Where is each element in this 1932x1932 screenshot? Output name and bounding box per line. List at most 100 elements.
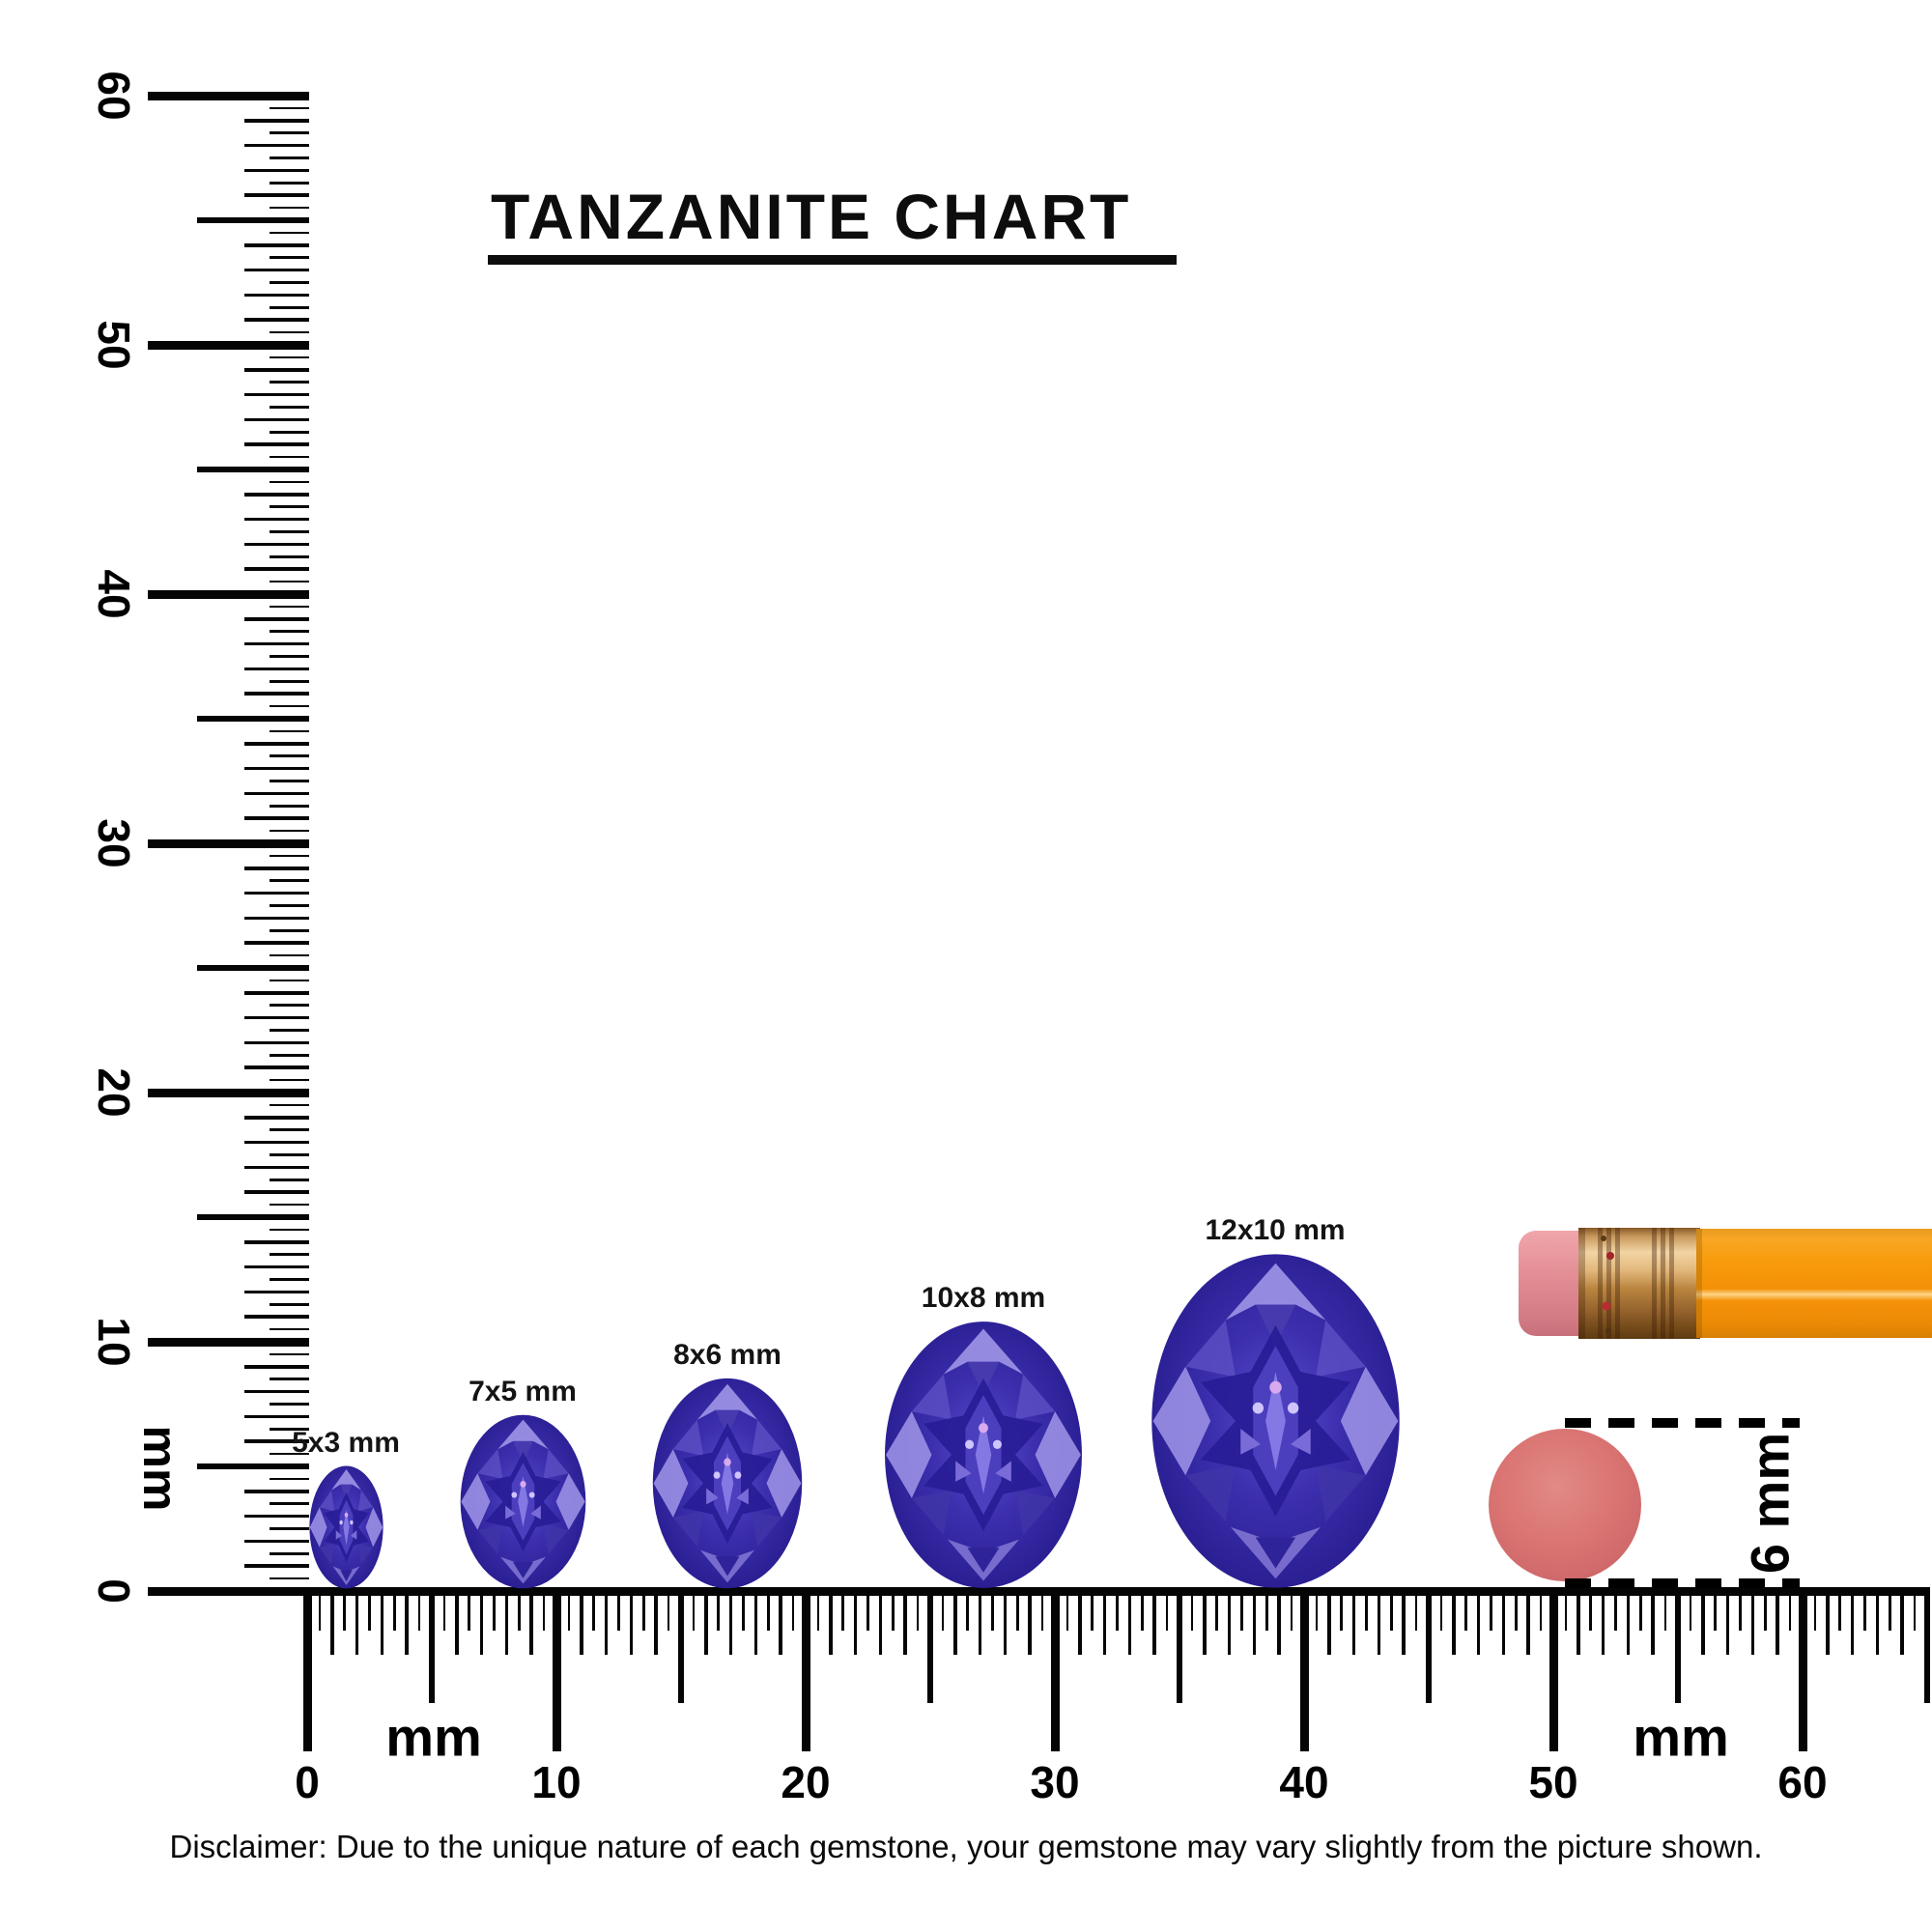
vertical-ruler-tick <box>244 1264 309 1269</box>
vertical-ruler-tick <box>270 530 309 533</box>
horizontal-ruler-tick <box>941 1587 945 1631</box>
vertical-ruler-tick <box>244 1389 309 1394</box>
horizontal-ruler-tick <box>1564 1587 1568 1631</box>
horizontal-ruler-tick <box>1601 1587 1605 1655</box>
horizontal-ruler-unit-label-left: mm <box>385 1706 482 1768</box>
vertical-ruler-tick <box>244 1190 309 1194</box>
horizontal-ruler-tick <box>903 1587 907 1655</box>
horizontal-ruler-tick <box>978 1587 982 1655</box>
horizontal-ruler-tick <box>1813 1587 1817 1631</box>
vertical-ruler-number: 20 <box>89 1067 139 1118</box>
horizontal-ruler-tick <box>966 1587 969 1631</box>
horizontal-ruler-tick <box>330 1587 334 1655</box>
vertical-ruler-tick <box>270 1179 309 1181</box>
circle-size-label: 6 mm <box>1739 1432 1801 1575</box>
vertical-ruler-tick <box>270 156 309 159</box>
horizontal-ruler-tick <box>1750 1587 1755 1655</box>
horizontal-ruler-tick <box>1850 1587 1855 1655</box>
horizontal-ruler-tick <box>892 1587 895 1631</box>
horizontal-ruler-tick <box>1177 1587 1182 1703</box>
pencil-image <box>1519 1228 1932 1339</box>
horizontal-ruler-tick <box>518 1587 521 1631</box>
vertical-ruler-tick <box>244 392 309 397</box>
horizontal-ruler-tick <box>405 1587 409 1655</box>
vertical-ruler-tick <box>270 455 309 459</box>
horizontal-ruler-tick <box>468 1587 470 1631</box>
horizontal-ruler-tick <box>1548 1587 1558 1751</box>
horizontal-ruler-tick <box>504 1587 509 1655</box>
horizontal-ruler-tick <box>991 1587 994 1631</box>
vertical-ruler-tick <box>270 1228 309 1232</box>
vertical-ruler-tick <box>270 431 309 434</box>
horizontal-ruler-tick <box>1515 1587 1518 1631</box>
horizontal-ruler-tick <box>841 1587 844 1631</box>
pencil-ferrule <box>1578 1228 1700 1339</box>
horizontal-ruler-tick <box>667 1587 670 1631</box>
horizontal-ruler-tick <box>717 1587 720 1631</box>
vertical-ruler-number: 50 <box>89 320 139 370</box>
vertical-ruler-tick <box>244 168 309 173</box>
vertical-ruler-tick <box>197 965 309 971</box>
vertical-ruler-tick <box>244 1240 309 1244</box>
vertical-ruler-tick <box>244 368 309 372</box>
vertical-ruler-tick <box>244 1490 309 1493</box>
measure-dash-top <box>1565 1418 1800 1428</box>
horizontal-ruler-tick <box>1501 1587 1506 1655</box>
vertical-ruler-tick <box>270 480 309 484</box>
horizontal-ruler-tick <box>1426 1587 1432 1703</box>
vertical-ruler-tick <box>244 916 309 921</box>
horizontal-ruler-tick <box>791 1587 795 1631</box>
vertical-ruler-tick <box>270 381 309 384</box>
horizontal-ruler-tick <box>1725 1587 1730 1655</box>
vertical-ruler-tick <box>148 1337 309 1347</box>
vertical-ruler-tick <box>244 1140 309 1145</box>
vertical-ruler-tick <box>244 742 309 746</box>
horizontal-ruler-tick <box>1265 1587 1268 1631</box>
vertical-ruler-tick <box>270 805 309 808</box>
horizontal-ruler-tick <box>1739 1587 1742 1631</box>
horizontal-ruler-tick <box>1924 1587 1930 1703</box>
vertical-ruler-tick <box>270 729 309 733</box>
horizontal-ruler-tick <box>455 1587 459 1655</box>
vertical-ruler-tick <box>244 991 309 995</box>
vertical-ruler-number: 30 <box>89 818 139 868</box>
vertical-ruler-tick <box>270 1303 309 1306</box>
vertical-ruler-tick <box>270 231 309 235</box>
horizontal-ruler-tick <box>1476 1587 1481 1655</box>
vertical-ruler-tick <box>270 829 309 833</box>
horizontal-ruler-tick <box>1141 1587 1144 1631</box>
horizontal-ruler-tick <box>678 1587 684 1703</box>
horizontal-ruler-number: 40 <box>1279 1757 1329 1807</box>
vertical-ruler-tick <box>270 655 309 658</box>
horizontal-ruler-number: 50 <box>1528 1757 1578 1807</box>
horizontal-ruler-tick <box>380 1587 384 1655</box>
vertical-ruler-tick <box>270 1527 309 1530</box>
horizontal-ruler-tick <box>1299 1587 1309 1751</box>
vertical-ruler-tick <box>270 1378 309 1380</box>
horizontal-ruler-tick <box>1091 1587 1094 1631</box>
horizontal-ruler-tick <box>567 1587 571 1631</box>
horizontal-ruler-tick <box>1663 1587 1667 1631</box>
vertical-ruler-tick <box>270 605 309 609</box>
vertical-ruler-tick <box>148 340 309 350</box>
vertical-ruler-tick <box>244 641 309 646</box>
vertical-ruler-tick <box>244 941 309 945</box>
vertical-ruler-tick <box>270 505 309 508</box>
gem-5x3mm <box>309 1465 384 1589</box>
vertical-ruler-tick <box>244 193 309 197</box>
horizontal-ruler-tick <box>1240 1587 1243 1631</box>
vertical-ruler-tick <box>244 667 309 671</box>
vertical-ruler-tick <box>270 1452 309 1456</box>
measure-dash-bottom <box>1565 1578 1800 1588</box>
horizontal-ruler-tick <box>1863 1587 1866 1631</box>
horizontal-ruler-tick <box>1539 1587 1543 1631</box>
horizontal-ruler-tick <box>1152 1587 1156 1655</box>
vertical-ruler-tick <box>270 1203 309 1207</box>
vertical-ruler-tick <box>270 979 309 982</box>
vertical-ruler-tick <box>270 680 309 683</box>
vertical-ruler-tick <box>244 1365 309 1369</box>
horizontal-ruler-tick <box>629 1587 634 1655</box>
gem-size-label: 8x6 mm <box>673 1339 781 1371</box>
horizontal-ruler-tick <box>1203 1587 1207 1655</box>
